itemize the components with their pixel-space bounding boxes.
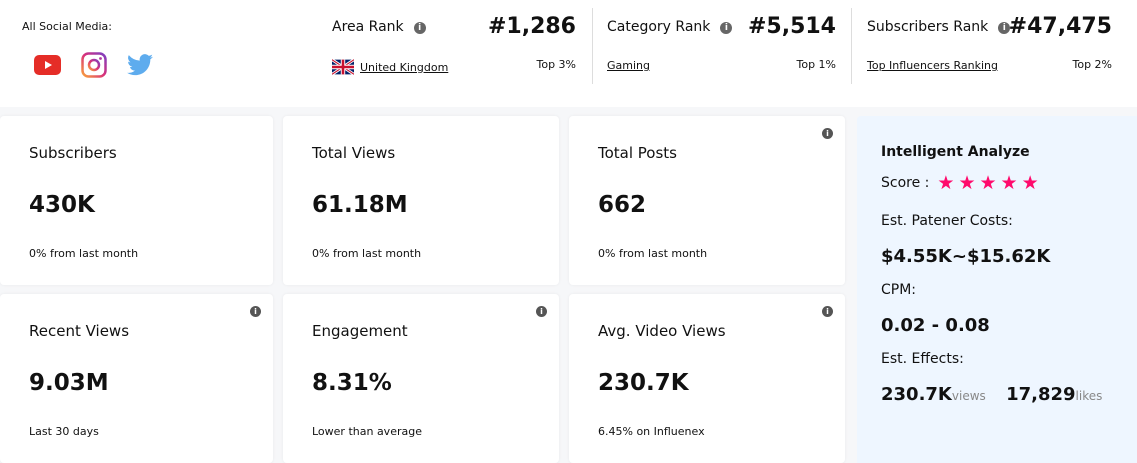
country-link[interactable]: United Kingdom bbox=[360, 60, 449, 74]
card-title: Engagement bbox=[312, 322, 408, 340]
avg-video-views-card: i Avg. Video Views 230.7K 6.45% on Influ… bbox=[569, 294, 845, 463]
area-rank-label: Area Rank bbox=[332, 19, 404, 35]
card-title: Subscribers bbox=[29, 144, 117, 162]
costs-value: $4.55K~$15.62K bbox=[881, 246, 1051, 267]
divider bbox=[592, 8, 593, 84]
card-title: Avg. Video Views bbox=[598, 322, 726, 340]
card-value: 430K bbox=[29, 192, 95, 218]
recent-views-card: i Recent Views 9.03M Last 30 days bbox=[0, 294, 273, 463]
card-subtext: 0% from last month bbox=[29, 247, 139, 260]
star-icon: ★ bbox=[958, 172, 976, 194]
header: All Social Media: Area Rank i #1,286 Unit… bbox=[0, 0, 1137, 107]
category-link[interactable]: Gaming bbox=[607, 59, 650, 72]
twitter-icon[interactable] bbox=[127, 54, 153, 76]
cpm-value: 0.02 - 0.08 bbox=[881, 315, 990, 336]
instagram-icon[interactable] bbox=[81, 52, 107, 78]
card-value: 662 bbox=[598, 192, 647, 218]
info-icon[interactable]: i bbox=[413, 22, 426, 34]
score-stars: ★ ★ ★ ★ ★ bbox=[933, 172, 1038, 194]
card-value: 61.18M bbox=[312, 192, 408, 218]
info-icon[interactable]: i bbox=[822, 306, 833, 317]
cpm-label: CPM: bbox=[881, 282, 917, 298]
subscribers-rank: Subscribers Rank i #47,475 Top Influencer… bbox=[867, 0, 1112, 84]
area-rank-top: Top 3% bbox=[536, 58, 576, 71]
subscribers-card: Subscribers 430K 0% from last month bbox=[0, 116, 273, 285]
area-rank: Area Rank i #1,286 United Kingdom Top 3% bbox=[332, 0, 576, 84]
star-icon: ★ bbox=[1021, 172, 1039, 194]
category-rank-label: Category Rank bbox=[607, 19, 711, 35]
views-unit: views bbox=[951, 389, 986, 403]
area-rank-value: #1,286 bbox=[487, 14, 576, 39]
info-icon[interactable]: i bbox=[250, 306, 261, 317]
likes-unit: likes bbox=[1075, 389, 1103, 403]
effects-label: Est. Effects: bbox=[881, 351, 964, 367]
subscribers-rank-label: Subscribers Rank bbox=[867, 19, 989, 35]
divider bbox=[851, 8, 852, 84]
card-subtext: 0% from last month bbox=[598, 247, 708, 260]
intelligent-analyze-panel: Intelligent Analyze Score : ★ ★ ★ ★ ★ Est. P… bbox=[857, 116, 1137, 463]
card-subtext: Lower than average bbox=[312, 425, 422, 438]
card-subtext: 0% from last month bbox=[312, 247, 422, 260]
card-title: Recent Views bbox=[29, 322, 130, 340]
subscribers-rank-value: #47,475 bbox=[1008, 14, 1112, 39]
card-value: 230.7K bbox=[598, 370, 689, 396]
social-media-label: All Social Media: bbox=[22, 20, 112, 33]
youtube-icon[interactable] bbox=[34, 55, 61, 75]
info-icon[interactable]: i bbox=[822, 128, 833, 139]
total-posts-card: i Total Posts 662 0% from last month bbox=[569, 116, 845, 285]
card-value: 8.31% bbox=[312, 370, 392, 396]
info-icon[interactable]: i bbox=[720, 22, 733, 34]
card-title: Total Posts bbox=[598, 144, 677, 162]
info-icon[interactable]: i bbox=[536, 306, 547, 317]
star-icon: ★ bbox=[1000, 172, 1018, 194]
ranking-link[interactable]: Top Influencers Ranking bbox=[867, 59, 998, 72]
engagement-card: i Engagement 8.31% Lower than average bbox=[283, 294, 559, 463]
card-value: 9.03M bbox=[29, 370, 109, 396]
card-subtext: 6.45% on Influenex bbox=[598, 425, 705, 438]
info-icon[interactable]: i bbox=[998, 22, 1011, 34]
effects-likes: 17,829 bbox=[1006, 384, 1076, 405]
star-icon: ★ bbox=[937, 172, 955, 194]
total-views-card: Total Views 61.18M 0% from last month bbox=[283, 116, 559, 285]
category-rank-top: Top 1% bbox=[796, 58, 836, 71]
star-icon: ★ bbox=[979, 172, 997, 194]
score-label: Score : bbox=[881, 175, 930, 191]
category-rank: Category Rank i #5,514 Gaming Top 1% bbox=[607, 0, 836, 84]
subscribers-rank-top: Top 2% bbox=[1072, 58, 1112, 71]
effects-views: 230.7K bbox=[881, 384, 952, 405]
costs-label: Est. Patener Costs: bbox=[881, 213, 1013, 229]
card-title: Total Views bbox=[312, 144, 396, 162]
card-subtext: Last 30 days bbox=[29, 425, 99, 438]
uk-flag-icon bbox=[332, 59, 354, 75]
category-rank-value: #5,514 bbox=[747, 14, 836, 39]
panel-title: Intelligent Analyze bbox=[881, 144, 1030, 160]
